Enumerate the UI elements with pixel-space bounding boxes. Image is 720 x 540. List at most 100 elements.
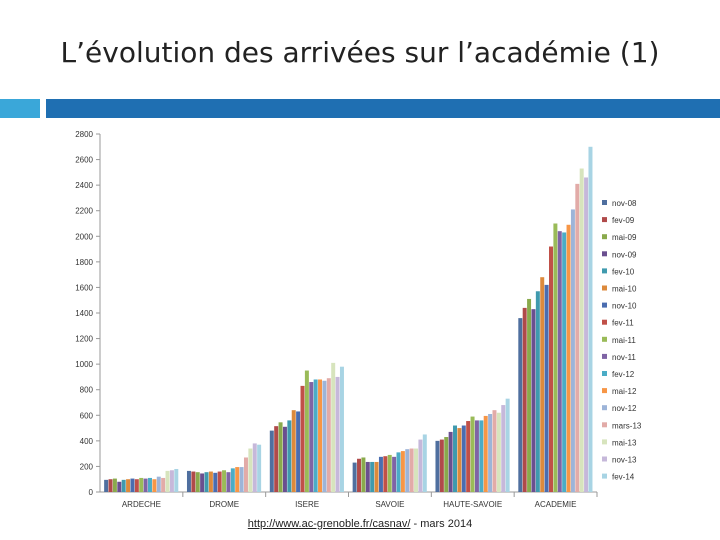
y-tick-label: 200 [80,462,94,471]
legend-label: mai-12 [612,387,637,396]
bar [588,146,593,493]
bar [230,468,235,492]
bar [252,443,257,492]
legend-swatch [602,473,607,479]
legend-label: fev-10 [612,267,635,276]
bar [361,457,366,492]
legend-swatch [602,217,607,223]
bar [461,425,466,492]
bar [287,420,292,492]
legend-swatch [602,234,607,240]
y-tick-label: 0 [89,488,94,497]
bar [235,467,240,492]
bar [274,426,279,492]
legend-swatch [602,353,607,359]
bar [257,444,262,492]
legend-label: fev-11 [612,319,634,328]
y-tick-label: 1200 [75,335,93,344]
bar [435,440,440,492]
bar [562,232,567,492]
bar [108,479,113,492]
bar [518,318,523,492]
legend-label: nov-12 [612,404,637,413]
bar [156,476,161,492]
bar [575,183,580,492]
bar [208,471,213,492]
bar [217,471,222,492]
bar [117,481,122,492]
x-tick-label: ACADEMIE [535,500,577,509]
legend-swatch [602,405,607,411]
bar [104,479,109,492]
bar [474,420,479,492]
legend-label: mai-11 [612,336,636,345]
bar [492,410,497,492]
bar [335,376,340,492]
bar [505,398,510,492]
legend-swatch [602,371,607,376]
bar [339,366,344,492]
bar [378,456,383,492]
legend-label: fev-14 [612,473,635,482]
bar [501,405,506,492]
bar [243,457,248,492]
bar [553,223,558,492]
bar [383,456,388,492]
y-tick-label: 2800 [75,130,93,139]
legend-swatch [602,251,607,257]
legend-label: mai-10 [612,285,637,294]
bar [448,431,453,492]
legend-swatch [602,422,607,428]
y-tick-label: 2600 [75,156,93,165]
y-tick-label: 1800 [75,258,93,267]
footer-link[interactable]: http://www.ac-grenoble.fr/casnav/ [247,518,411,530]
y-tick-label: 1000 [75,360,93,369]
bar [126,479,131,492]
bar [549,246,553,492]
y-tick-label: 400 [80,437,94,446]
bar [282,426,287,492]
bar [200,473,205,492]
bar [291,410,296,492]
bar [414,448,419,492]
bar [527,298,532,492]
x-tick-label: ARDECHE [122,500,161,509]
bar [483,415,488,492]
slide-title: L’évolution des arrivées sur l’académie … [60,36,660,69]
legend-swatch [602,200,607,205]
legend-swatch [602,456,607,462]
bar [365,461,370,492]
bar [535,291,540,492]
bar [579,168,584,492]
legend-label: fev-09 [612,216,635,225]
bar-chart: 0 200 400 600 800 1000 1200 1400 1600 1800 2000 220… [75,130,642,509]
bar [161,477,166,492]
bar [396,452,401,492]
bar [392,456,397,492]
bar [130,478,135,492]
bar [418,439,423,492]
bar [488,414,493,492]
bar [352,462,357,492]
footer-suffix: - mars 2014 [410,518,473,530]
legend-swatch [602,439,607,445]
legend-label: fev-12 [612,370,635,379]
bar [195,472,200,492]
bar [304,370,309,492]
bar [147,477,152,492]
legend-swatch [602,285,607,291]
bar [444,437,449,492]
bar [439,439,444,492]
legend-swatch [602,268,607,274]
bar [152,479,157,492]
legend-swatch [602,388,607,394]
bar [239,467,244,492]
bar [479,420,484,492]
legend-label: nov-09 [612,250,637,259]
bar [226,472,231,492]
bar [269,430,274,492]
y-tick-label: 1600 [75,283,93,292]
legend-label: nov-08 [612,199,637,208]
bar [570,209,575,492]
bar [213,472,218,492]
